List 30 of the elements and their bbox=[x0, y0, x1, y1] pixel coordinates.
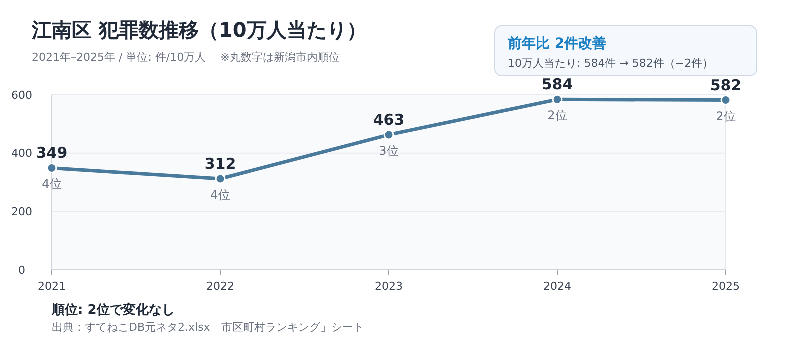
annotation: 4位 bbox=[42, 177, 62, 192]
x-tick-label: 2023 bbox=[375, 280, 403, 293]
x-tick-label: 2024 bbox=[544, 280, 572, 293]
y-tick-label: 200 bbox=[12, 206, 32, 219]
annotation: 4位 bbox=[210, 188, 230, 202]
point bbox=[720, 95, 732, 106]
data-label: 463 bbox=[373, 110, 405, 129]
annotation: 3位 bbox=[379, 144, 399, 158]
chart-title: 江南区 犯罪数推移（10万人当たり） bbox=[31, 18, 367, 42]
text: 10万人当たり: 584件 → 582件（−2件） bbox=[508, 57, 714, 70]
annotation: 2位 bbox=[548, 108, 568, 123]
source-note: 出典：すてねこDB元ネタ2.xlsx「市区町村ランキング」シート bbox=[52, 321, 364, 334]
point bbox=[215, 174, 226, 184]
y-tick-label: 400 bbox=[12, 147, 32, 160]
data-label: 349 bbox=[36, 144, 68, 162]
point bbox=[552, 94, 563, 105]
point bbox=[384, 130, 394, 140]
y-tick-label: 600 bbox=[12, 88, 32, 102]
text: 順位: 2位で変化なし bbox=[51, 302, 175, 318]
text: 前年比 2件改善 bbox=[507, 35, 607, 52]
x-tick-label: 2021 bbox=[38, 280, 66, 293]
data-label: 584 bbox=[542, 76, 574, 94]
data-label: 582 bbox=[710, 76, 742, 94]
y-tick-label: 0 bbox=[18, 264, 26, 277]
data-label: 312 bbox=[204, 155, 236, 173]
x-tick-label: 2025 bbox=[712, 280, 740, 293]
annotation: 2位 bbox=[716, 109, 736, 124]
chart-subtitle: 2021年–2025年 / 単位: 件/10万人 ※丸数字は新潟市内順位 bbox=[32, 51, 340, 64]
x-tick-label: 2022 bbox=[206, 280, 234, 293]
point bbox=[46, 162, 58, 174]
